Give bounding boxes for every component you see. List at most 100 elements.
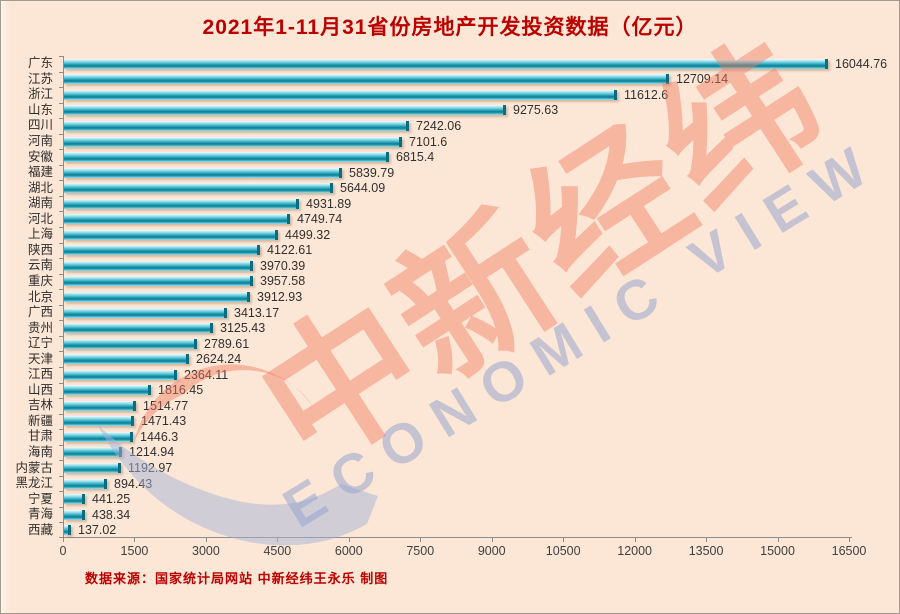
x-axis-tick-label: 4500 bbox=[263, 544, 292, 558]
bar bbox=[64, 354, 189, 365]
x-axis-tick-label: 10500 bbox=[545, 544, 581, 558]
bar bbox=[64, 58, 828, 69]
y-axis-tick bbox=[59, 195, 64, 197]
y-axis-tick bbox=[59, 475, 64, 477]
bar-value-label: 4931.89 bbox=[306, 196, 352, 211]
y-axis-tick bbox=[59, 491, 64, 493]
category-label: 广东 bbox=[27, 56, 53, 71]
x-axis-tick-label: 15000 bbox=[760, 544, 795, 558]
y-axis-tick bbox=[59, 133, 64, 135]
bar-value-label: 5839.79 bbox=[349, 165, 395, 180]
bar-value-label: 4499.32 bbox=[285, 227, 331, 242]
bar bbox=[64, 276, 253, 287]
category-label: 广西 bbox=[27, 305, 53, 320]
bar-value-label: 2624.24 bbox=[196, 352, 242, 367]
bar bbox=[64, 214, 290, 225]
bar-value-label: 4122.61 bbox=[267, 243, 313, 258]
bar bbox=[64, 447, 122, 458]
category-label: 河南 bbox=[27, 134, 53, 149]
category-label: 安徽 bbox=[27, 149, 53, 164]
bar-value-label: 9275.63 bbox=[513, 103, 559, 118]
category-label: 海南 bbox=[27, 444, 53, 459]
x-axis-tick bbox=[563, 538, 565, 542]
y-axis-tick bbox=[59, 335, 64, 337]
bar bbox=[64, 494, 85, 505]
category-label: 四川 bbox=[27, 118, 53, 133]
x-axis-tick-label: 3000 bbox=[192, 544, 220, 558]
category-label: 云南 bbox=[27, 258, 53, 273]
bar bbox=[64, 323, 213, 334]
bar-value-label: 7101.6 bbox=[409, 134, 448, 149]
category-label: 河北 bbox=[27, 211, 53, 226]
category-label: 浙江 bbox=[27, 87, 53, 102]
category-label: 吉林 bbox=[27, 398, 53, 413]
bar-value-label: 441.25 bbox=[92, 492, 131, 507]
x-axis-tick bbox=[134, 538, 136, 542]
bar-value-label: 12709.14 bbox=[676, 72, 729, 87]
y-axis-tick bbox=[59, 273, 64, 275]
y-axis-tick bbox=[59, 460, 64, 462]
x-axis-tick-label: 12000 bbox=[617, 544, 653, 558]
category-label: 上海 bbox=[27, 227, 53, 242]
x-axis-tick-label: 1500 bbox=[120, 544, 149, 558]
bar bbox=[64, 152, 389, 163]
bar-value-label: 1214.94 bbox=[129, 445, 175, 460]
y-axis-tick bbox=[59, 180, 64, 182]
y-axis-tick bbox=[59, 304, 64, 306]
bar bbox=[64, 369, 177, 380]
bar-value-label: 3912.93 bbox=[257, 290, 303, 304]
bar bbox=[64, 338, 197, 349]
category-label: 湖北 bbox=[27, 180, 53, 195]
bar-value-label: 16044.76 bbox=[835, 56, 888, 71]
bar bbox=[64, 120, 409, 131]
bar bbox=[64, 478, 107, 489]
bar-value-label: 3125.43 bbox=[220, 321, 266, 336]
bar-value-label: 1192.97 bbox=[128, 461, 173, 476]
y-axis-tick bbox=[59, 413, 64, 415]
x-axis-tick-label: 13500 bbox=[688, 544, 724, 558]
bar bbox=[64, 431, 133, 442]
y-axis-tick bbox=[59, 429, 64, 431]
x-axis-tick bbox=[777, 538, 779, 542]
bar-value-label: 894.43 bbox=[114, 476, 153, 491]
category-label: 宁夏 bbox=[27, 491, 53, 506]
bar bbox=[64, 198, 299, 209]
bar bbox=[64, 307, 227, 318]
x-axis-tick bbox=[849, 538, 850, 542]
bar-value-label: 5644.09 bbox=[340, 181, 386, 196]
category-label: 山西 bbox=[27, 382, 53, 397]
bar bbox=[64, 385, 151, 396]
category-label: 甘肃 bbox=[27, 429, 53, 444]
y-axis-tick bbox=[59, 366, 64, 368]
bar bbox=[64, 416, 134, 427]
y-axis-tick bbox=[59, 258, 64, 260]
y-axis-tick bbox=[59, 164, 64, 166]
bar bbox=[64, 167, 342, 178]
category-label: 黑龙江 bbox=[15, 476, 53, 491]
category-label: 内蒙古 bbox=[15, 460, 53, 475]
y-axis-tick bbox=[59, 506, 64, 508]
category-label: 天津 bbox=[27, 351, 53, 366]
bar bbox=[64, 400, 136, 411]
bar bbox=[64, 525, 71, 536]
bar-value-label: 2364.11 bbox=[184, 367, 229, 382]
x-axis-tick bbox=[420, 538, 422, 542]
x-axis-line bbox=[59, 537, 852, 538]
category-label: 江苏 bbox=[27, 71, 53, 86]
bar bbox=[64, 89, 617, 100]
chart-title: 2021年1-11月31省份房地产开发投资数据（亿元） bbox=[202, 16, 698, 39]
bar-value-label: 11612.6 bbox=[624, 87, 669, 102]
bar-value-label: 2789.61 bbox=[204, 336, 250, 351]
bar bbox=[64, 245, 260, 256]
bar bbox=[64, 509, 85, 520]
bar-value-label: 3970.39 bbox=[260, 258, 306, 273]
category-label: 山东 bbox=[27, 102, 53, 117]
category-label: 辽宁 bbox=[27, 336, 53, 351]
bar-value-label: 1514.77 bbox=[143, 398, 189, 413]
y-axis-tick bbox=[59, 118, 64, 120]
y-axis-tick bbox=[59, 227, 64, 229]
category-label: 湖南 bbox=[27, 196, 53, 211]
bar-value-label: 7242.06 bbox=[416, 118, 462, 133]
bar bbox=[64, 292, 250, 302]
